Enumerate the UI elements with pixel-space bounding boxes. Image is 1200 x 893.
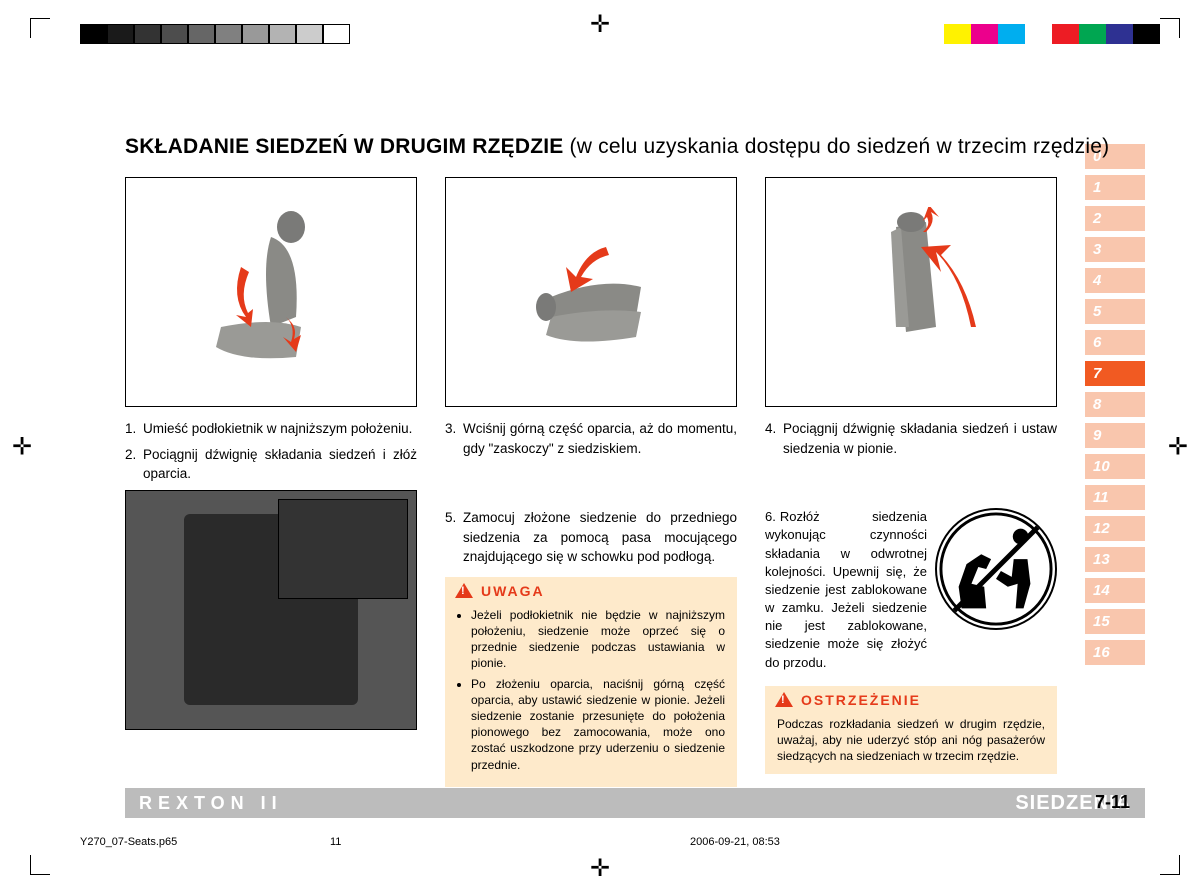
inset-photo: [278, 499, 408, 599]
prohibition-icon: [935, 508, 1057, 630]
columns: 1. Umieść podłokietnik w najniższym poło…: [125, 177, 1145, 787]
page: ✛ ✛ ✛ ✛ 012345678910111213141516 SKŁADAN…: [0, 0, 1200, 893]
step-text: Wciśnij górną część oparcia, aż do momen…: [463, 421, 737, 456]
registration-mark-icon: ✛: [1168, 432, 1188, 461]
brand-label: REXTON II: [139, 793, 283, 814]
crop-mark-icon: [30, 18, 50, 38]
column-3: 4. Pociągnij dźwignię składania siedzeń …: [765, 177, 1057, 787]
warning-triangle-icon: [775, 692, 793, 707]
seat-illustration: [841, 207, 981, 377]
title-main: SKŁADANIE SIEDZEŃ W DRUGIM RZĘDZIE: [125, 135, 563, 158]
step-text: Rozłóż siedzenia wykonując czynności skł…: [765, 509, 927, 670]
caution-item: Jeżeli podłokietnik nie będzie w najniżs…: [471, 607, 725, 672]
figure-photo: [125, 490, 417, 730]
grayscale-colorbar: [80, 24, 350, 44]
step-6: 6. Rozłóż siedzenia wykonując czynności …: [765, 508, 927, 672]
footer-file: Y270_07-Seats.p65: [80, 836, 330, 848]
caution-item: Po złożeniu oparcia, naciśnij górną częś…: [471, 676, 725, 773]
bottom-bar: REXTON II SIEDZENIA: [125, 788, 1145, 818]
step-text: Umieść podłokietnik w najniższym położen…: [143, 421, 412, 436]
title-sub: (w celu uzyskania dostępu do siedzeń w t…: [570, 135, 1110, 158]
step-1: 1. Umieść podłokietnik w najniższym poło…: [125, 419, 417, 439]
column-2: 3. Wciśnij górną część oparcia, aż do mo…: [445, 177, 737, 787]
step-number: 5.: [445, 508, 456, 528]
tab-spacer: [1085, 177, 1145, 787]
caution-box: UWAGA Jeżeli podłokietnik nie będzie w n…: [445, 577, 737, 787]
warning-box: OSTRZEŻENIE Podczas rozkładania siedzeń …: [765, 686, 1057, 775]
figure-step4: [765, 177, 1057, 407]
warning-title: OSTRZEŻENIE: [801, 692, 921, 708]
content-area: SKŁADANIE SIEDZEŃ W DRUGIM RZĘDZIE (w ce…: [125, 135, 1145, 818]
step-3: 3. Wciśnij górną część oparcia, aż do mo…: [445, 419, 737, 458]
registration-mark-icon: ✛: [590, 854, 610, 883]
crop-mark-icon: [1160, 855, 1180, 875]
caution-title: UWAGA: [481, 583, 545, 599]
column-1: 1. Umieść podłokietnik w najniższym poło…: [125, 177, 417, 787]
footer-num: 11: [330, 836, 690, 848]
step-4: 4. Pociągnij dźwignię składania siedzeń …: [765, 419, 1057, 458]
page-title: SKŁADANIE SIEDZEŃ W DRUGIM RZĘDZIE (w ce…: [125, 135, 1145, 159]
footer-date: 2006-09-21, 08:53: [690, 836, 1140, 848]
step-6-wrap: 6. Rozłóż siedzenia wykonując czynności …: [765, 508, 1057, 672]
caution-body: Jeżeli podłokietnik nie będzie w najniżs…: [445, 603, 737, 787]
figure-step1-2: [125, 177, 417, 407]
figure-step3: [445, 177, 737, 407]
registration-mark-icon: ✛: [12, 432, 32, 461]
step-5: 5. Zamocuj złożone siedzenie do przednie…: [445, 508, 737, 567]
step-number: 3.: [445, 419, 456, 439]
caution-list: Jeżeli podłokietnik nie będzie w najniżs…: [457, 607, 725, 773]
page-number: 7-11: [1095, 792, 1130, 813]
step-2: 2. Pociągnij dźwignię składania siedzeń …: [125, 445, 417, 484]
warning-body: Podczas rozkładania siedzeń w drugim rzę…: [765, 712, 1057, 775]
step-number: 6.: [765, 508, 776, 526]
seat-illustration: [201, 207, 341, 377]
warning-header: OSTRZEŻENIE: [765, 686, 1057, 712]
registration-mark-icon: ✛: [590, 10, 610, 39]
seat-illustration: [521, 207, 661, 377]
step-text: Pociągnij dźwignię składania siedzeń i u…: [783, 421, 1057, 456]
step-number: 2.: [125, 445, 136, 465]
step-number: 1.: [125, 419, 136, 439]
warning-triangle-icon: [455, 583, 473, 598]
process-colorbar: [944, 24, 1160, 44]
crop-mark-icon: [30, 855, 50, 875]
footer-meta: Y270_07-Seats.p65 11 2006-09-21, 08:53: [80, 836, 1140, 848]
warning-text: Podczas rozkładania siedzeń w drugim rzę…: [777, 717, 1045, 763]
crop-mark-icon: [1160, 18, 1180, 38]
step-number: 4.: [765, 419, 776, 439]
step-text: Zamocuj złożone siedzenie do przedniego …: [463, 510, 737, 564]
step-text: Pociągnij dźwignię składania siedzeń i z…: [143, 447, 417, 482]
caution-header: UWAGA: [445, 577, 737, 603]
